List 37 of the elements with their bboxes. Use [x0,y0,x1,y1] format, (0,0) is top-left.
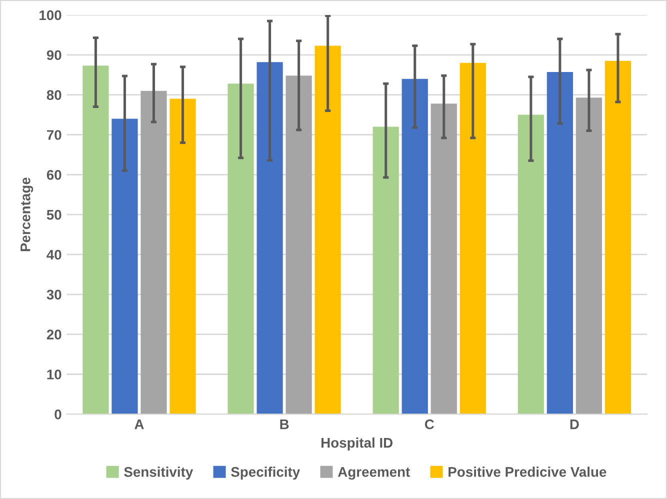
y-tick-label: 80 [46,90,62,100]
bar [286,76,312,414]
bar [228,84,254,414]
x-tick-label: A [134,420,144,430]
bar [140,90,167,414]
bar [576,98,602,414]
bar [112,118,138,414]
y-tick-label: 100 [40,10,62,20]
y-tick-label: 30 [46,290,62,300]
y-tick-label: 60 [46,170,62,180]
y-tick-label: 70 [46,130,62,140]
x-tick-label: D [570,420,579,430]
legend-label: Agreement [338,467,410,480]
bar [402,78,428,414]
bar [430,104,457,414]
bar [372,126,399,414]
bar [518,114,544,414]
bar [82,66,109,414]
y-tick-label: 20 [46,330,62,340]
y-axis-title: Percentage [20,178,34,252]
x-tick-label: C [424,419,434,430]
bar [604,60,632,414]
y-tick-label: 50 [46,210,62,220]
legend-label: Positive Predicive Value [448,466,606,477]
x-tick-label: B [280,420,289,430]
bar [256,62,283,414]
x-axis-title: Hospital ID [322,438,393,450]
bar [314,46,341,414]
y-tick-label: 40 [46,250,62,260]
legend-label: Specificity [231,466,300,480]
y-tick-label: 10 [47,370,62,380]
legend-label: Sensitivity [124,466,194,480]
bar [546,72,574,414]
bar [460,62,486,414]
y-tick-label: 90 [46,50,62,60]
y-tick-label: 0 [54,410,62,420]
bar [170,98,196,414]
